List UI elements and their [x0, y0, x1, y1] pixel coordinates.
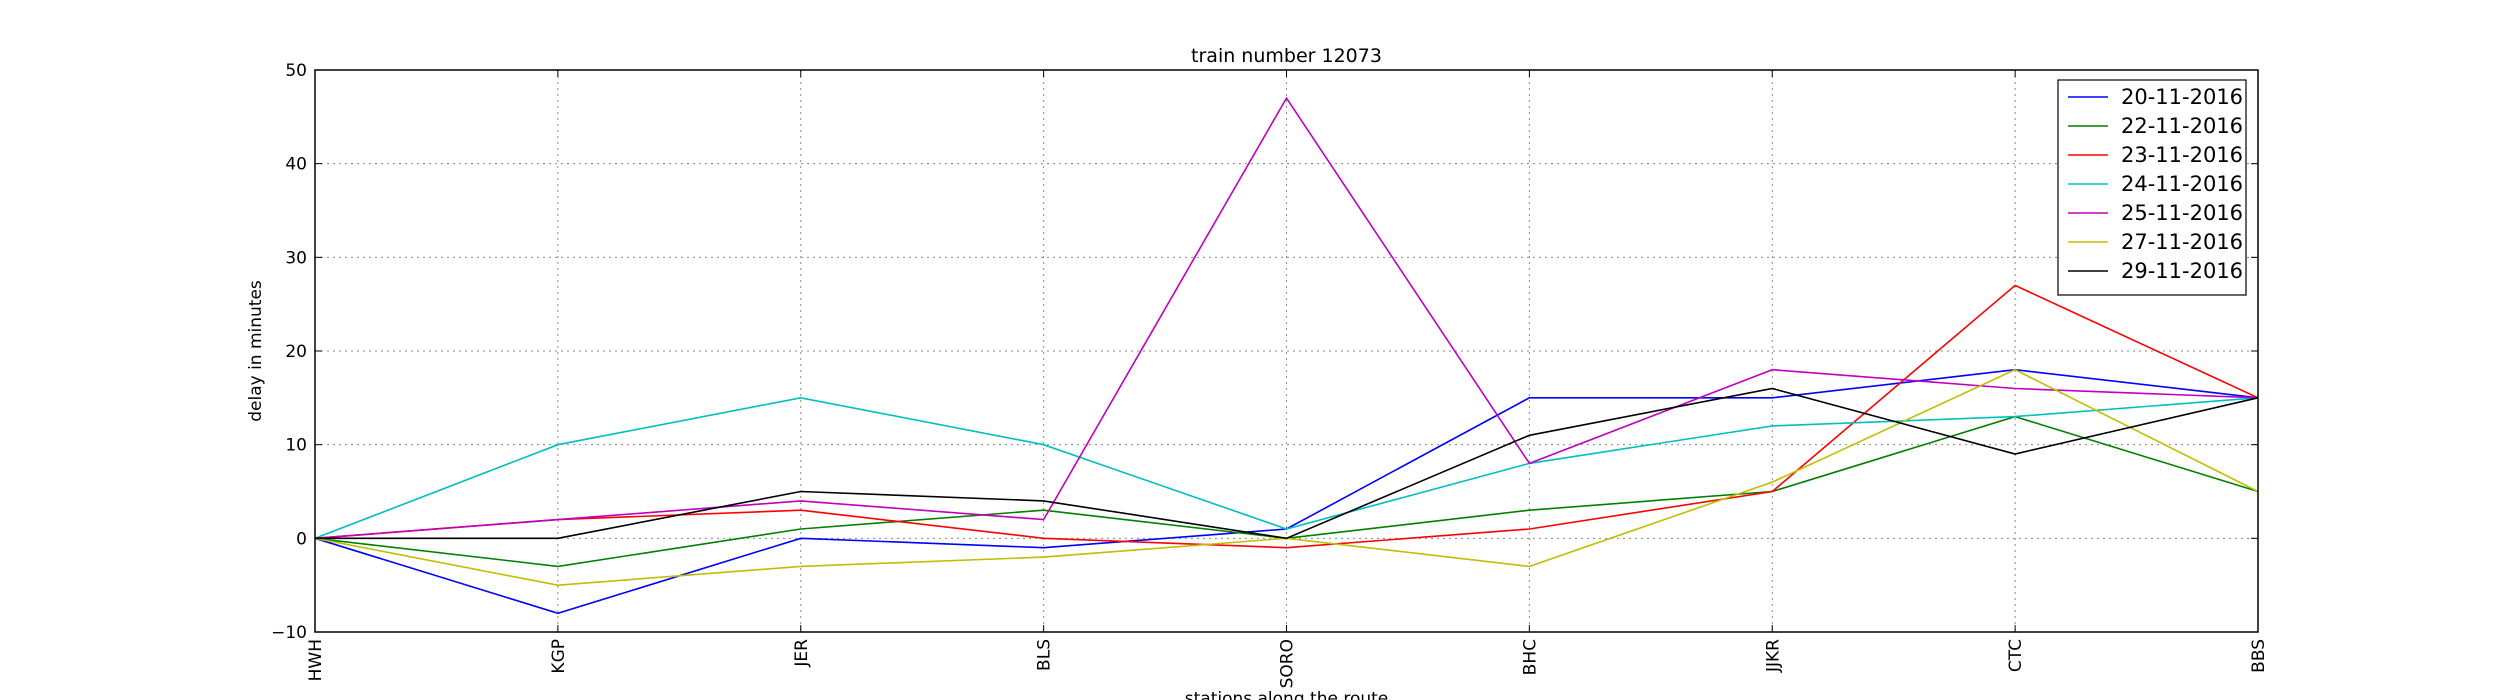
x-tick-label: JJKR — [1763, 639, 1783, 673]
y-tick-label: 20 — [285, 342, 307, 362]
y-axis-label: delay in minutes — [246, 280, 266, 422]
y-tick-label: 10 — [285, 436, 307, 456]
x-axis-label: stations along the route — [1185, 689, 1389, 700]
legend-box — [2057, 79, 2247, 296]
x-tick-label: KGP — [549, 639, 569, 674]
axis-ticks: HWH KGP JER BLS SORO BHC JJKR CTC BBS −10 0 10 20 30 4… — [271, 61, 2269, 688]
series-lines — [314, 96, 2259, 615]
series-line — [315, 387, 2259, 540]
series-line — [314, 284, 2259, 549]
legend-label: 27-11-2016 — [2121, 230, 2243, 254]
legend-label: 22-11-2016 — [2121, 114, 2243, 138]
legend-label: 25-11-2016 — [2121, 201, 2243, 225]
y-tick-label: −10 — [271, 623, 307, 643]
legend-label: 24-11-2016 — [2121, 172, 2243, 196]
y-tick-label: 0 — [296, 529, 307, 549]
legend: 20-11-2016 22-11-2016 23-11-2016 24-11-2016… — [2057, 79, 2247, 296]
series-line — [314, 368, 2259, 587]
x-tick-label: CTC — [2006, 639, 2026, 672]
x-tick-label: SORO — [1278, 639, 1298, 688]
x-tick-label: BBS — [2249, 639, 2269, 673]
series-line — [314, 396, 2259, 540]
series-line — [314, 96, 2259, 540]
x-tick-label: BLS — [1035, 639, 1055, 671]
legend-label: 29-11-2016 — [2121, 259, 2243, 283]
x-tick-label: HWH — [306, 639, 326, 681]
y-tick-label: 50 — [285, 61, 307, 81]
x-tick-label: BHC — [1520, 639, 1540, 675]
x-tick-label: JER — [792, 639, 812, 668]
y-tick-label: 40 — [285, 155, 307, 175]
chart-title: train number 12073 — [1191, 45, 1382, 67]
legend-label: 23-11-2016 — [2121, 143, 2243, 167]
legend-label: 20-11-2016 — [2121, 85, 2243, 109]
y-tick-label: 30 — [285, 248, 307, 268]
